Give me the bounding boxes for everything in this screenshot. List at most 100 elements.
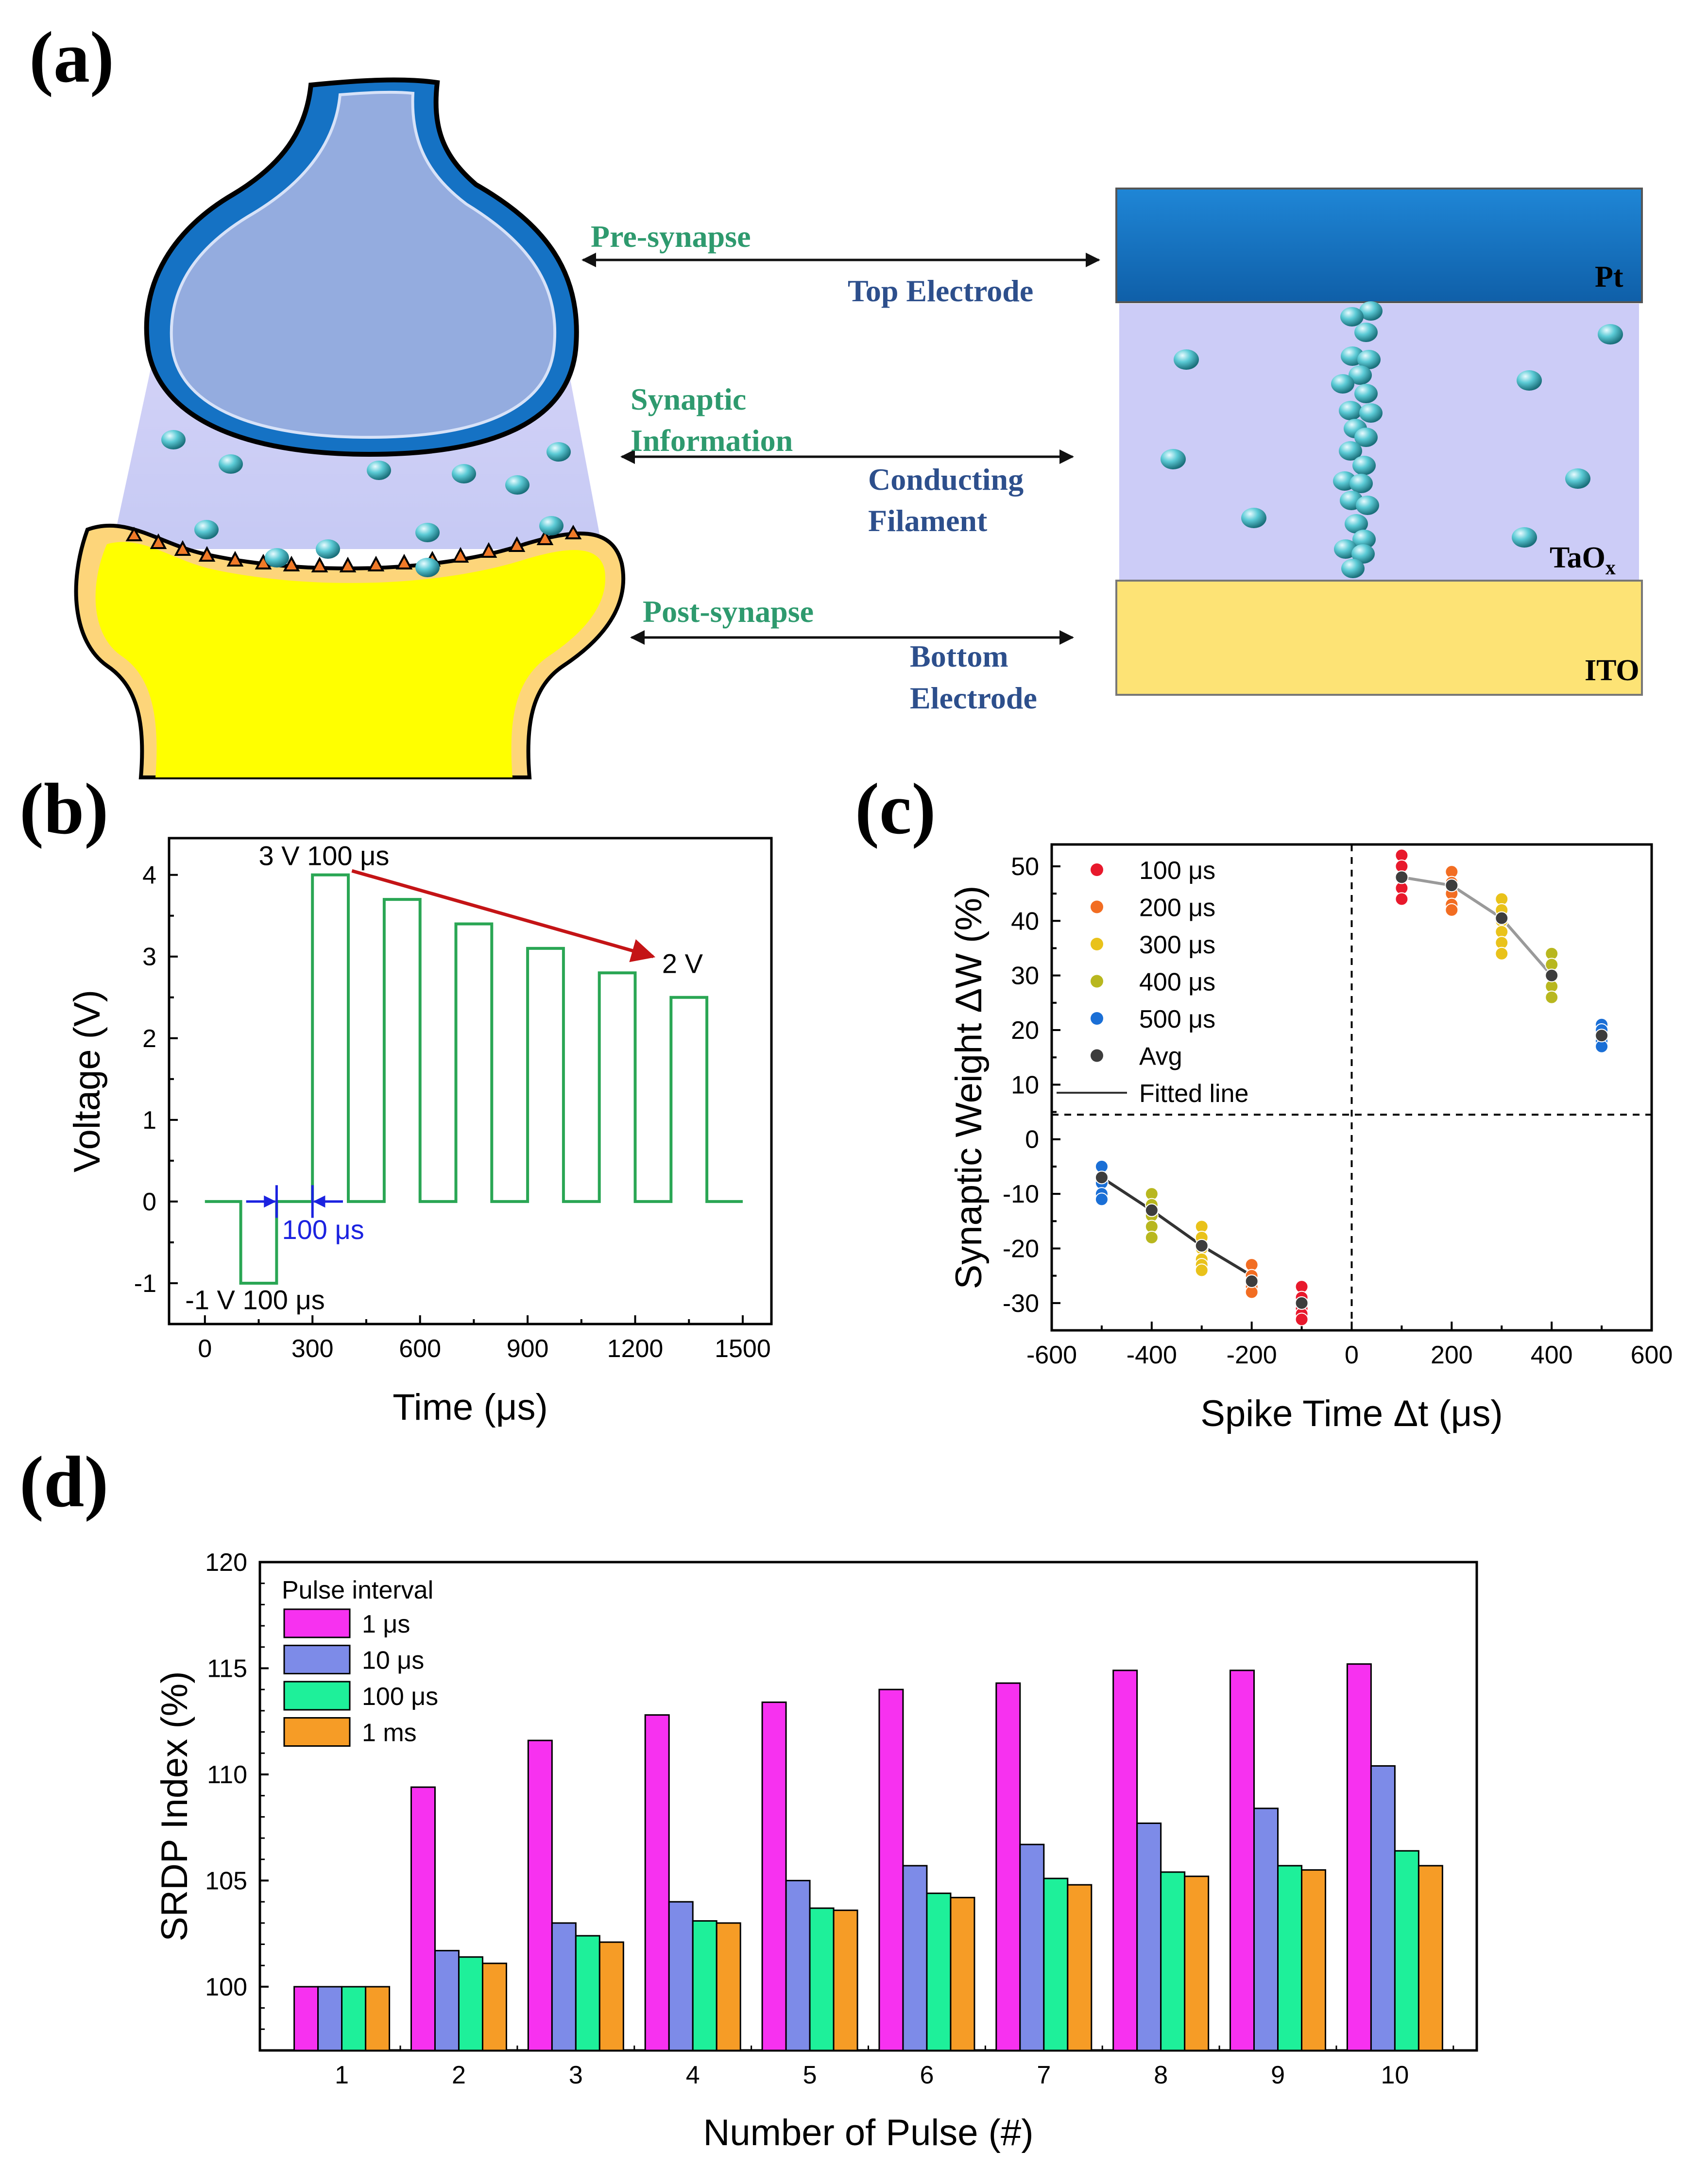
label-information: Information [631,423,793,458]
bar [1019,1843,1045,2051]
bar [1394,1850,1419,2051]
bar [1160,1871,1186,2051]
bar [761,1701,787,2051]
legend-marker [1091,863,1103,876]
data-point [1094,1192,1109,1206]
y-tick-label-b: 4 [142,861,156,890]
fitted-line [1101,1176,1253,1277]
layer-pt-label: Pt [1595,260,1623,293]
annotation-interval: 100 μs [282,1214,364,1245]
ticks-c: -600 -400 -200 0 200 400 600 -30 -20 -10 0 10 20 30 40… [1003,853,1673,1369]
data-point [1245,1274,1259,1288]
data-point [1495,946,1509,961]
x-tick-label-b: 0 [198,1335,212,1363]
bar [668,1901,694,2051]
legend-label: 1 ms [362,1719,417,1747]
y-tick-label-d: 115 [207,1654,247,1683]
legend-swatch [283,1645,351,1674]
panel-label-d: (d) [19,1442,108,1522]
x-tick-label-c: 0 [1345,1341,1359,1369]
legend-marker [1091,975,1103,988]
data-point [1295,1312,1309,1326]
legend-swatch [283,1608,351,1638]
label-post-synapse: Post-synapse [643,594,814,629]
y-axis-label-b: Voltage (V) [67,990,108,1172]
data-point [1445,903,1459,917]
data-point [1094,1170,1109,1185]
legend-c: 100 μs 200 μs 300 μs 400 μs 500 μs Avg Fitted … [1057,857,1248,1108]
bar [1112,1669,1138,2051]
x-tick-label-d: 5 [803,2061,817,2089]
y-tick-label-d: 110 [207,1761,247,1789]
label-filament: Filament [868,503,988,538]
y-tick-label-c: -30 [1003,1290,1039,1318]
label-top-electrode: Top Electrode [848,274,1033,308]
device-ions [1161,301,1623,578]
bar [1370,1765,1396,2051]
legend-marker [1091,1049,1103,1062]
legend-label: 1 μs [362,1610,410,1638]
bar [1346,1663,1372,2051]
data-point [1295,1296,1309,1310]
label-bottom: Bottom [910,639,1008,673]
legend-marker [1091,938,1103,950]
x-tick-label-d: 10 [1381,2061,1409,2089]
x-tick-label-c: 200 [1431,1341,1473,1369]
bar [995,1682,1021,2051]
legend-label: 100 μs [362,1683,438,1711]
x-tick-label-c: -400 [1127,1341,1177,1369]
label-synaptic: Synaptic [631,382,746,416]
data-point [1195,1239,1209,1253]
y-tick-label-d: 105 [205,1867,247,1895]
bar [434,1950,460,2051]
bar [551,1922,577,2051]
ticks-d: 100 105 110 115 120 1 2 3 4 5 6 7 8 9 10 [205,1549,1454,2089]
y-axis-label-c: Synaptic Weight ΔW (%) [948,886,990,1290]
panel-d: (d) 100 105 110 115 120 1 2 3 4 5 6 7 8 9 10 Pulse int… [19,1442,1478,2153]
panel-label-a: (a) [29,17,114,98]
x-axis-label-d: Number of Pulse (#) [703,2112,1033,2153]
legend-label: 100 μs [1139,857,1215,885]
bar [481,1962,507,2051]
x-tick-label-b: 600 [399,1335,441,1363]
y-tick-label-b: -1 [134,1270,156,1298]
layer-taox-label: TaOx [1550,541,1616,579]
data-point [1545,990,1559,1004]
x-axis-label-b: Time (μs) [393,1387,548,1428]
bar [317,1986,343,2051]
interval-marker [246,1185,343,1218]
bar [950,1896,975,2051]
y-tick-label-b: 3 [142,943,156,971]
layer-ito-label: ITO [1585,654,1640,687]
layer-ito [1115,580,1643,696]
legend-label: Avg [1139,1043,1182,1071]
layer-pt [1115,188,1643,303]
y-axis-label-d: SRDP Index (%) [154,1671,195,1941]
panel-b: (b) 0 300 600 900 1200 1500 -1 0 1 2 3 4 3 V 100 μs… [19,769,773,1428]
bar [716,1922,741,2051]
bar [458,1956,483,2051]
legend-label: 10 μs [362,1647,424,1675]
annotation-start-pulse: 3 V 100 μs [259,840,390,871]
y-tick-label-b: 0 [142,1188,156,1216]
y-tick-label-b: 1 [142,1106,156,1135]
x-axis-label-c: Spike Time Δt (μs) [1200,1393,1503,1434]
layer-taox [1119,304,1639,581]
bar [293,1986,319,2051]
bar [1301,1869,1327,2051]
x-tick-label-c: -600 [1026,1341,1077,1369]
x-tick-label-c: 600 [1631,1341,1673,1369]
panel-a: (a) Pre-synapse Top Elect [29,17,1643,779]
bars [293,1663,1443,2051]
bar [878,1688,904,2051]
bar [365,1986,391,2051]
y-tick-label-c: 30 [1011,962,1039,990]
data-point [1144,1230,1159,1244]
x-tick-label-c: -200 [1227,1341,1277,1369]
bar [1277,1865,1303,2051]
bar [644,1714,670,2051]
reference-lines [1052,844,1652,1330]
bar [1136,1822,1162,2051]
bar [1067,1884,1093,2051]
